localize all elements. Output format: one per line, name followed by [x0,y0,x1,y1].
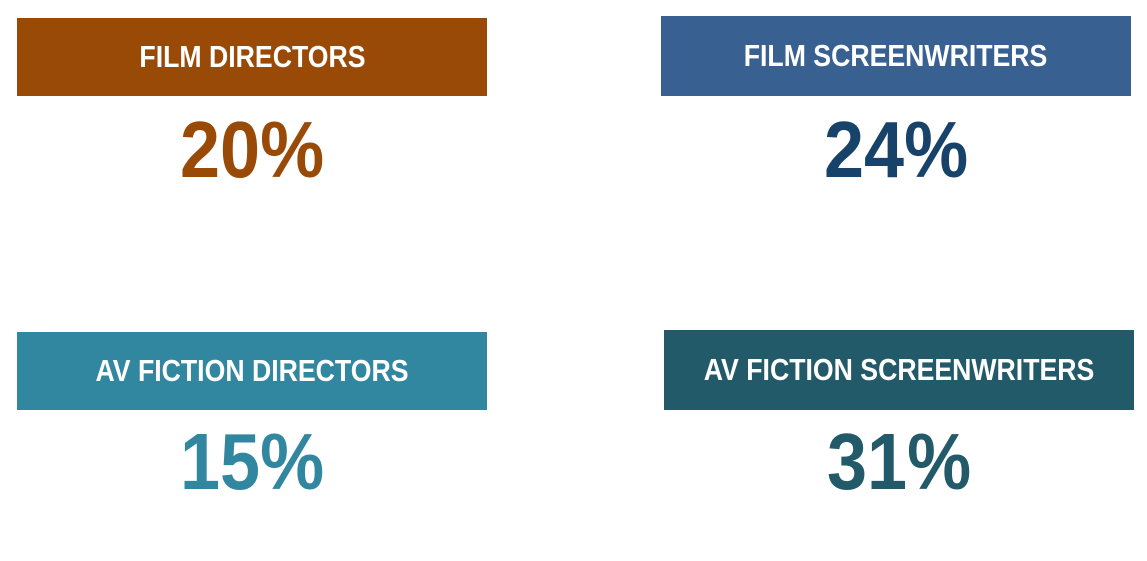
stat-label: FILM DIRECTORS [17,18,487,96]
stat-label-text: FILM SCREENWRITERS [744,38,1048,73]
stat-label: AV FICTION DIRECTORS [17,332,487,410]
stat-value-text: 24% [823,105,969,194]
stat-value-text: 15% [179,417,325,506]
stat-value-text: 20% [179,105,325,194]
stat-label-text: AV FICTION SCREENWRITERS [703,352,1095,387]
stat-value-text: 31% [826,417,972,506]
stat-value: 15% [17,422,487,502]
stat-label-text: FILM DIRECTORS [138,39,366,74]
stat-label-text: AV FICTION DIRECTORS [95,353,409,388]
stat-label: AV FICTION SCREENWRITERS [664,330,1134,410]
stat-value: 24% [661,110,1131,190]
stat-label: FILM SCREENWRITERS [661,16,1131,96]
stat-value: 20% [17,110,487,190]
stat-value: 31% [664,422,1134,502]
